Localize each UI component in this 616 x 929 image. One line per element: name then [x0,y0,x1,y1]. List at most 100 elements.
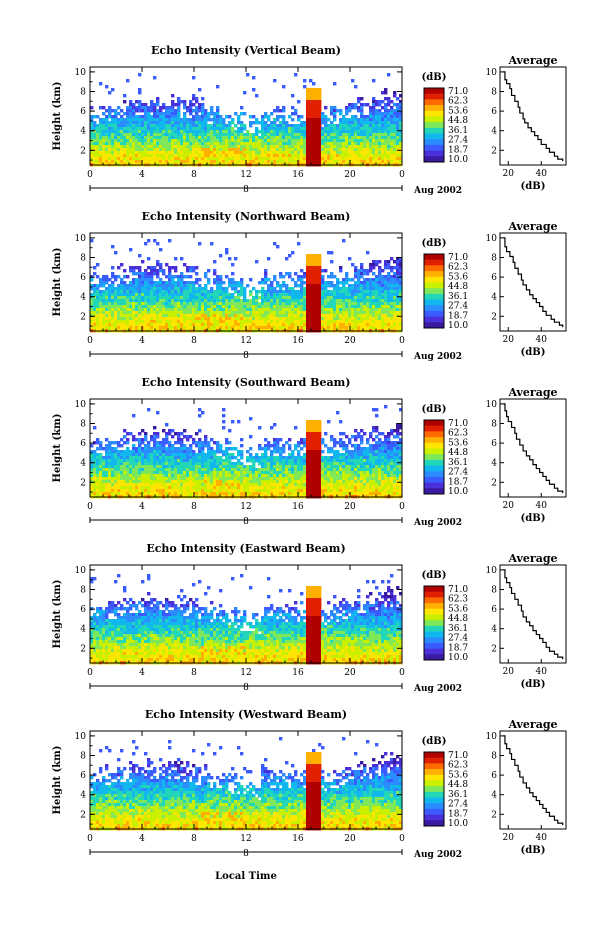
heatmap-cell [234,112,238,116]
heatmap-cell [171,447,175,451]
heatmap-cell [339,130,343,134]
heatmap-cell [300,311,304,315]
heatmap-cell [270,308,274,312]
heatmap-cell [360,121,364,125]
heatmap-cell [321,154,325,158]
heatmap-cell [177,492,181,496]
heatmap-cell [126,136,130,140]
heatmap-cell [342,151,346,155]
heatmap-cell [174,115,178,119]
heatmap-cell [120,474,124,478]
heatmap-cell [177,302,181,306]
heatmap-cell [216,127,220,131]
heatmap-cell [192,103,196,107]
heatmap-cell [162,112,166,116]
heatmap-cell [372,281,376,285]
heatmap-cell [201,130,205,134]
heatmap-cell [114,453,118,457]
heatmap-cell [381,151,385,155]
heatmap-cell [102,471,106,475]
heatmap-cell [354,305,358,309]
heatmap-cell [252,145,256,149]
heatmap-cell [399,257,403,261]
heatmap-cell [363,293,367,297]
heatmap-cell [321,142,325,146]
heatmap-cell [165,290,169,294]
heatmap-cell [375,136,379,140]
heatmap-cell [162,471,166,475]
heatmap-cell [225,145,229,149]
heatmap-cell [99,281,103,285]
heatmap-cell [342,121,346,125]
heatmap-cell [297,317,301,321]
heatmap-cell [201,97,205,101]
heatmap-cell [387,160,391,164]
heatmap-cell [318,308,322,312]
heatmap-cell [150,323,154,327]
heatmap-cell [390,160,394,164]
heatmap-cell [375,154,379,158]
heatmap-cell [144,477,148,481]
heatmap-cell [267,154,271,158]
heatmap-cell [318,154,322,158]
heatmap-cell [156,302,160,306]
heatmap-cell [108,136,112,140]
heatmap-cell [345,112,349,116]
heatmap-cell [156,133,160,137]
heatmap-cell [90,308,94,312]
heatmap-cell [189,118,193,122]
heatmap-cell [198,106,202,110]
heatmap-cell [273,121,277,125]
heatmap-cell [156,290,160,294]
heatmap-cell [105,136,109,140]
heatmap-cell [174,453,178,457]
heatmap-cell [291,136,295,140]
heatmap-cell [177,154,181,158]
heatmap-cell [378,269,382,273]
heatmap-cell [234,296,238,300]
heatmap-cell [144,293,148,297]
heatmap-cell [192,441,196,445]
heatmap-cell [294,311,298,315]
heatmap-cell [231,151,235,155]
heatmap-cell [333,118,337,122]
heatmap-cell [150,106,154,110]
heatmap-cell [210,151,214,155]
heatmap-cell [336,136,340,140]
heatmap-cell [174,154,178,158]
heatmap-cell [378,314,382,318]
heatmap-cell [372,323,376,327]
heatmap-cell [120,109,124,113]
heatmap-cell [198,486,202,490]
heatmap-cell [246,133,250,137]
heatmap-cell [273,311,277,315]
heatmap-cell [96,477,100,481]
heatmap-cell [144,308,148,312]
heatmap-cell [153,489,157,493]
heatmap-cell [390,145,394,149]
heatmap-cell [114,302,118,306]
heatmap-cell [366,115,370,119]
heatmap-cell [390,269,394,273]
heatmap-cell [270,121,274,125]
heatmap-cell [336,320,340,324]
heatmap-cell [129,148,133,152]
heatmap-cell [327,281,331,285]
heatmap-cell [96,293,100,297]
heatmap-cell [348,145,352,149]
heatmap-cell [90,148,94,152]
heatmap-cell [129,266,133,270]
heatmap-cell [336,296,340,300]
heatmap-cell [339,118,343,122]
heatmap-cell [330,299,334,303]
heatmap-cell [204,136,208,140]
heatmap-cell [306,115,310,119]
heatmap-cell [93,323,97,327]
heatmap-cell [201,453,205,457]
heatmap-cell [135,305,139,309]
heatmap-cell [135,281,139,285]
heatmap-cell [375,293,379,297]
heatmap-cell [279,299,283,303]
heatmap-cell [372,151,376,155]
heatmap-cell [360,266,364,270]
